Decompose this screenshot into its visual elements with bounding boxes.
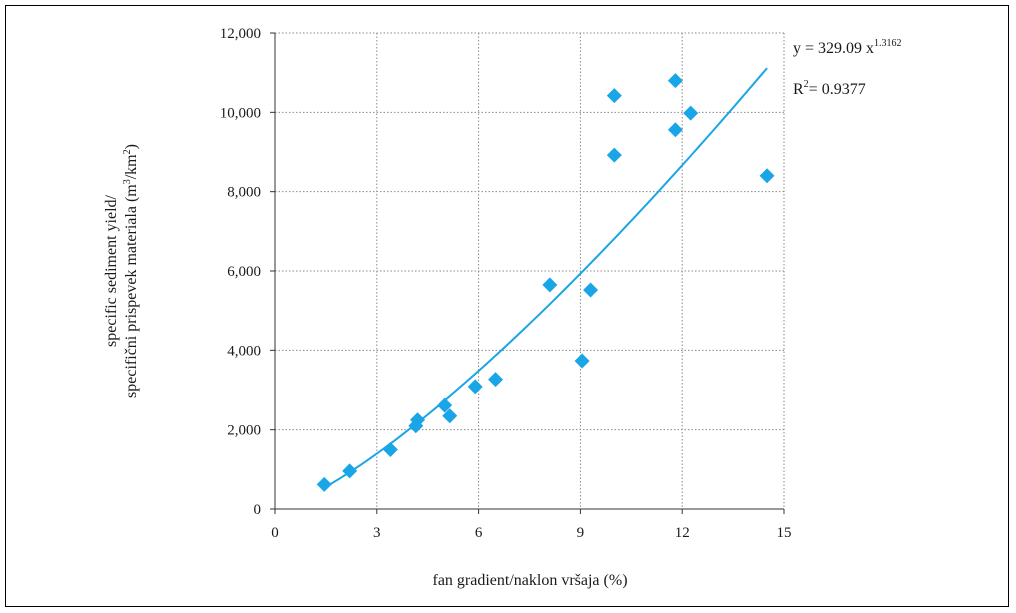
svg-text:specifični prispevek materiala: specifični prispevek materiala (m3/km2) bbox=[122, 144, 140, 398]
y-tick-label: 6,000 bbox=[227, 264, 261, 280]
trend-equation: y = 329.09 x1.3162 bbox=[793, 38, 902, 57]
data-point bbox=[542, 277, 558, 293]
data-point bbox=[467, 379, 483, 395]
data-point bbox=[382, 442, 398, 457]
data-point bbox=[442, 408, 458, 424]
data-point bbox=[488, 372, 504, 388]
data-point bbox=[316, 476, 332, 492]
data-point bbox=[759, 168, 775, 184]
data-point bbox=[342, 463, 358, 479]
y-tick-label: 8,000 bbox=[227, 185, 261, 201]
data-point bbox=[437, 397, 453, 413]
svg-text:specific sediment yield/: specific sediment yield/ bbox=[103, 194, 120, 347]
data-point bbox=[410, 412, 426, 428]
x-tick-label: 3 bbox=[373, 525, 381, 541]
x-tick-label: 9 bbox=[577, 525, 585, 541]
grid-lines bbox=[275, 32, 785, 509]
data-point bbox=[583, 282, 599, 298]
y-tick-label: 4,000 bbox=[227, 343, 261, 359]
data-point bbox=[606, 88, 622, 104]
y-tick-label: 10,000 bbox=[220, 105, 261, 121]
y-tick-label: 0 bbox=[254, 502, 262, 518]
data-point bbox=[667, 122, 683, 138]
axes bbox=[270, 32, 785, 514]
data-point bbox=[574, 353, 590, 369]
x-tick-label: 6 bbox=[475, 525, 483, 541]
data-point bbox=[667, 73, 683, 89]
trendline bbox=[323, 67, 768, 489]
r-squared: R2= 0.9377 bbox=[793, 79, 866, 98]
y-axis-title: specific sediment yield/ specifični pris… bbox=[103, 144, 140, 398]
y-tick-label: 2,000 bbox=[227, 423, 261, 439]
y-tick-labels: 0 2,000 4,000 6,000 8,000 10,000 12,000 bbox=[220, 26, 261, 518]
y-tick-label: 12,000 bbox=[220, 26, 261, 42]
x-axis-title: fan gradient/naklon vršaja (%) bbox=[432, 572, 627, 589]
x-tick-label: 12 bbox=[675, 525, 690, 541]
x-tick-label: 15 bbox=[777, 525, 792, 541]
x-tick-label: 0 bbox=[271, 525, 279, 541]
x-tick-labels: 0 3 6 9 12 15 bbox=[271, 525, 791, 541]
data-points bbox=[316, 73, 775, 492]
chart-frame bbox=[5, 5, 1009, 607]
data-point bbox=[683, 105, 699, 121]
data-point bbox=[606, 147, 622, 163]
